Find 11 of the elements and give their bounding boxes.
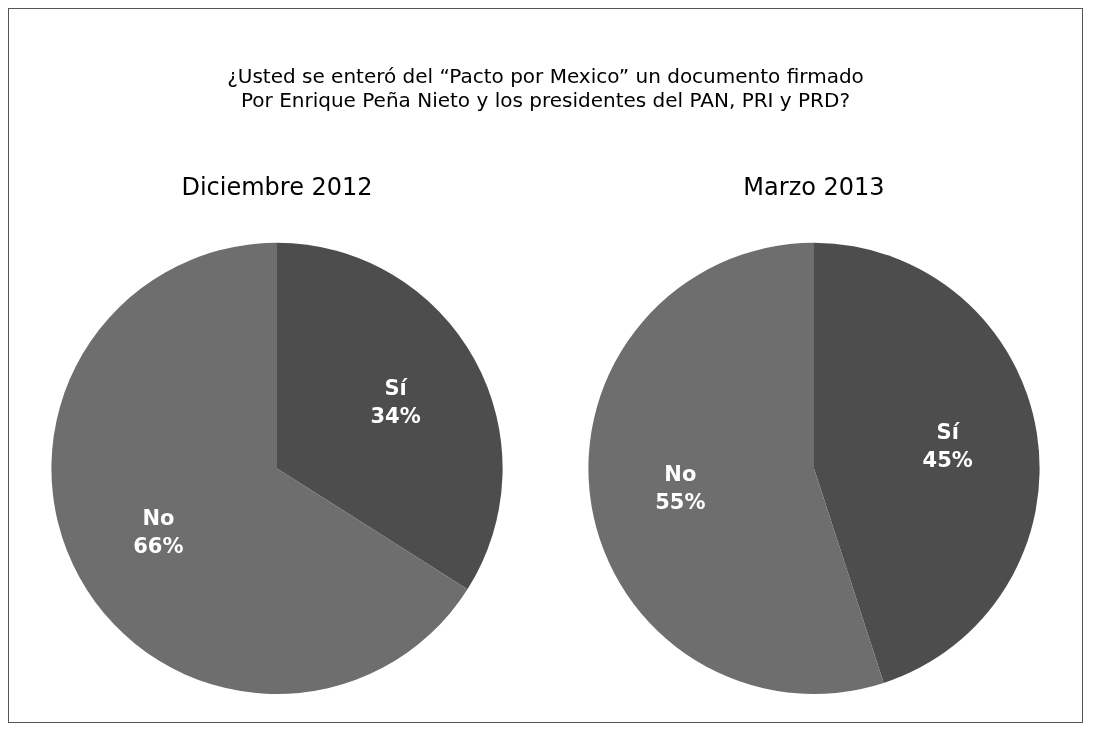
chart-title: Marzo 2013 [743,172,885,201]
text: ¿Usted se enteró del “Pacto por Mexico” un documento firmado Por Enrique Peña Nieto y los presidentes del PAN, PRI y PRD? [226,63,865,114]
slice-label: Sí [936,419,961,444]
data-label: 55% [654,490,706,515]
data-label: 45% [922,447,973,472]
slice-label: No [664,462,697,487]
slice-label: No [142,506,175,531]
slice-label: Sí [384,375,409,400]
data-label: 34% [370,403,421,428]
chart-title: Diciembre 2012 [181,172,373,201]
data-label: 66% [133,534,184,559]
